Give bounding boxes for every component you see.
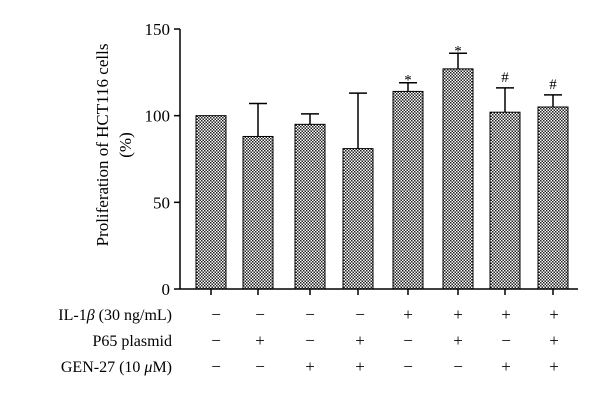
y-axis-title: Proliferation of HCT116 cells (%) — [93, 44, 135, 247]
bar — [489, 111, 521, 290]
condition-sign: + — [355, 331, 365, 350]
y-tick-label: 50 — [153, 193, 170, 212]
significance-marker: # — [549, 77, 557, 93]
bar — [294, 123, 326, 290]
condition-sign: − — [453, 357, 463, 376]
y-axis: 0 50 100 150 — [145, 20, 181, 299]
bar — [242, 135, 274, 290]
condition-sign: + — [403, 305, 413, 324]
bar — [195, 115, 227, 290]
bar — [342, 148, 374, 290]
bar — [392, 90, 424, 290]
condition-sign: − — [211, 331, 221, 350]
condition-sign: − — [255, 357, 265, 376]
bar — [537, 106, 569, 290]
significance-marker: # — [501, 70, 509, 86]
bars — [195, 52, 569, 290]
significance-marker: * — [454, 43, 462, 59]
y-axis-title-line2: (%) — [116, 132, 135, 157]
condition-label: IL-1β (30 ng/mL) — [58, 307, 172, 324]
condition-sign: + — [549, 331, 559, 350]
significance-marker: * — [404, 73, 412, 89]
condition-sign: + — [501, 357, 511, 376]
condition-sign: − — [501, 331, 511, 350]
condition-sign: − — [211, 305, 221, 324]
condition-sign: − — [255, 305, 265, 324]
condition-sign: + — [305, 357, 315, 376]
y-tick-label: 0 — [162, 280, 171, 299]
condition-sign: + — [549, 357, 559, 376]
condition-sign: − — [211, 357, 221, 376]
condition-sign: + — [355, 357, 365, 376]
condition-label: P65 plasmid — [92, 333, 172, 350]
condition-sign: + — [549, 305, 559, 324]
y-tick-label: 100 — [145, 107, 171, 126]
x-axis — [180, 288, 578, 295]
condition-table: IL-1β (30 ng/mL) − − − − + + + + P65 plasmid − + − + −… — [58, 305, 559, 376]
condition-sign: + — [501, 305, 511, 324]
condition-sign: − — [355, 305, 365, 324]
condition-sign: + — [255, 331, 265, 350]
condition-sign: − — [403, 331, 413, 350]
condition-sign: − — [305, 305, 315, 324]
condition-sign: − — [403, 357, 413, 376]
condition-sign: + — [453, 305, 463, 324]
condition-sign: + — [453, 331, 463, 350]
bar — [442, 68, 474, 290]
condition-label: GEN-27 (10 μM) — [61, 359, 172, 376]
condition-sign: − — [305, 331, 315, 350]
significance-markers: * * # # — [404, 43, 557, 93]
y-tick-label: 150 — [145, 20, 171, 39]
y-axis-title-line1: Proliferation of HCT116 cells — [93, 44, 112, 247]
